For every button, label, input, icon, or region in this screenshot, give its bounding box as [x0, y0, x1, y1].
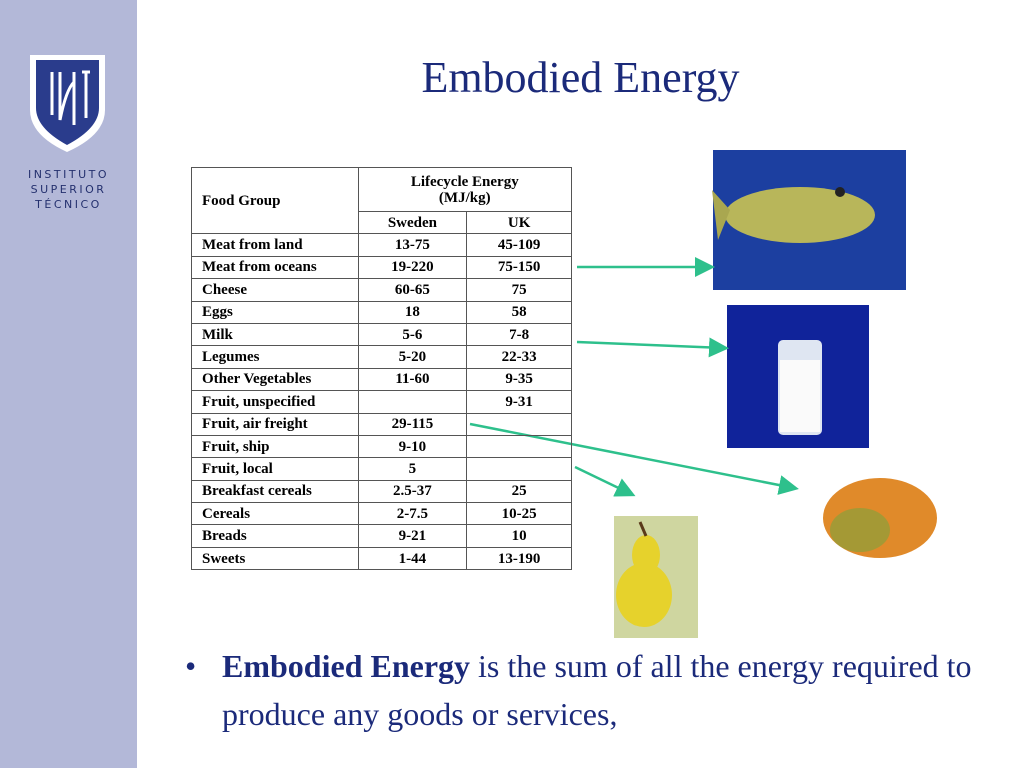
table-cell: 19-220	[357, 255, 468, 280]
table-cell: 25	[466, 479, 572, 504]
table-cell: 10	[466, 524, 572, 548]
table-cell: Legumes	[191, 345, 359, 369]
table-cell: 9-10	[357, 434, 468, 459]
table-cell: Milk	[191, 322, 359, 347]
table-cell: 9-31	[466, 390, 572, 414]
fish-image	[712, 150, 906, 290]
table-row: Other Vegetables 11-60 9-35	[191, 367, 572, 392]
table-cell: 1-44	[357, 546, 468, 571]
table-cell: Cheese	[191, 278, 359, 302]
table-cell: 9-35	[466, 367, 572, 392]
table-row: Meat from land 13-75 45-109	[191, 233, 572, 257]
table-cell: Other Vegetables	[191, 367, 359, 392]
table-cell: 5-20	[357, 345, 468, 369]
table-cell: Meat from oceans	[191, 255, 359, 280]
table-cell: 5	[357, 457, 468, 481]
table-cell: 13-190	[466, 546, 572, 571]
table-cell: Fruit, local	[191, 457, 359, 481]
logo-glyph	[50, 70, 90, 125]
table-row: Fruit, local 5	[191, 457, 572, 481]
bullet-term: Embodied Energy	[222, 648, 471, 684]
table-cell: 29-115	[357, 412, 468, 436]
table-row: Meat from oceans 19-220 75-150	[191, 255, 572, 280]
table-cell	[466, 434, 572, 459]
table-cell	[466, 457, 572, 481]
table-cell: 60-65	[357, 278, 468, 302]
table-row: Milk 5-6 7-8	[191, 322, 572, 347]
table-cell: Fruit, air freight	[191, 412, 359, 436]
logo-line: TÉCNICO	[35, 198, 102, 211]
table-cell: 45-109	[466, 233, 572, 257]
energy-table: Food Group Lifecycle Energy (MJ/kg) Swed…	[191, 166, 573, 571]
table-cell: Eggs	[191, 300, 359, 324]
table-row: Fruit, unspecified 9-31	[191, 390, 572, 414]
pear-image	[614, 516, 698, 638]
table-cell: Breakfast cereals	[191, 479, 359, 504]
header-cell: UK	[466, 210, 572, 235]
table-cell: 75	[466, 278, 572, 302]
mango-image	[818, 468, 950, 565]
table-cell: 58	[466, 300, 572, 324]
table-cell: 2-7.5	[357, 502, 468, 526]
table-cell: Breads	[191, 524, 359, 548]
table-cell: 7-8	[466, 322, 572, 347]
header-cell: Lifecycle Energy (MJ/kg)	[357, 167, 573, 212]
table-row: Legumes 5-20 22-33	[191, 345, 572, 369]
logo-text: INSTITUTO SUPERIOR TÉCNICO	[0, 167, 137, 212]
table-cell: 13-75	[357, 233, 468, 257]
table-cell: Cereals	[191, 502, 359, 526]
table-cell: 9-21	[357, 524, 468, 548]
logo-line: INSTITUTO	[27, 168, 110, 181]
table-row: Eggs 18 58	[191, 300, 572, 324]
table-cell	[357, 390, 468, 414]
table-cell: Fruit, unspecified	[191, 390, 359, 414]
table-row: Fruit, air freight 29-115	[191, 412, 572, 436]
header-cell: Food Group	[191, 166, 359, 235]
table-cell: 10-25	[466, 502, 572, 526]
milk-image	[727, 305, 869, 448]
table-cell: 11-60	[357, 367, 468, 392]
table-cell: Fruit, ship	[191, 434, 359, 459]
slide-title: Embodied Energy	[421, 53, 740, 102]
table-cell	[466, 412, 572, 436]
logo-line: SUPERIOR	[30, 183, 107, 196]
table-row: Cereals 2-7.5 10-25	[191, 502, 572, 526]
table-cell: Meat from land	[191, 233, 359, 257]
bullet: • Embodied Energy is the sum of all the …	[185, 642, 985, 738]
header-cell: Sweden	[357, 210, 468, 235]
table-row: Breads 9-21 10	[191, 524, 572, 548]
table-row: Cheese 60-65 75	[191, 278, 572, 302]
table-cell: 75-150	[466, 255, 572, 280]
table-cell: 18	[357, 300, 468, 324]
table-row: Fruit, ship 9-10	[191, 434, 572, 459]
table-cell: 2.5-37	[357, 479, 468, 504]
table-cell: 5-6	[357, 322, 468, 347]
bullet-dot: •	[185, 648, 197, 684]
table-cell: 22-33	[466, 345, 572, 369]
table-row: Sweets 1-44 13-190	[191, 546, 572, 571]
table-row: Breakfast cereals 2.5-37 25	[191, 479, 572, 504]
bullet-text: is the sum of all the energy required to…	[222, 648, 972, 732]
table-cell: Sweets	[191, 546, 359, 571]
